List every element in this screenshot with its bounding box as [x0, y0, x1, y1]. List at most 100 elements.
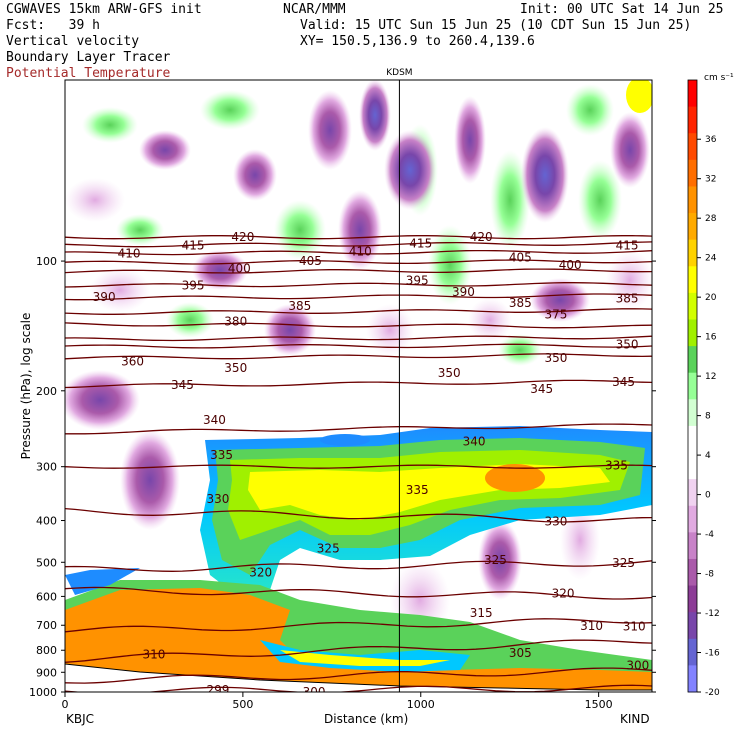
theta-contour-line — [65, 667, 652, 684]
theta-contour-line — [65, 507, 652, 523]
colorbar-label: 8 — [705, 412, 711, 422]
theta-contour-label: 400 — [228, 261, 251, 275]
colorbar-swatch — [688, 186, 697, 214]
y-tick-label: 800 — [36, 644, 57, 657]
wave-cell — [308, 90, 352, 170]
wave-cell — [200, 90, 260, 130]
x-tick-label: 1500 — [585, 698, 613, 711]
theta-contour-line — [65, 282, 652, 288]
theta-contour-line — [65, 684, 652, 692]
theta-contour-label: 385 — [616, 291, 639, 305]
colorbar-swatch — [688, 266, 697, 294]
theta-contour-line — [65, 308, 652, 315]
theta-contour-label: 385 — [288, 299, 311, 313]
colorbar-swatch — [688, 346, 697, 374]
theta-contour-label: 405 — [509, 250, 532, 264]
x-axis-label: Distance (km) — [324, 712, 409, 726]
theta-contour-label: 390 — [452, 285, 475, 299]
theta-contour-label: 315 — [470, 606, 493, 620]
colorbar-frame — [687, 79, 698, 693]
y-tick-label: 600 — [36, 590, 57, 603]
x-tick-label: 1000 — [407, 698, 435, 711]
colorbar-swatch — [688, 319, 697, 347]
bl-tracer-low-core — [65, 588, 652, 692]
wave-cell — [498, 334, 542, 366]
theta-contour-label: 335 — [605, 458, 628, 472]
theta-contour-label: 350 — [544, 351, 567, 365]
wave-cell — [560, 500, 600, 580]
wave-cell — [116, 214, 164, 246]
theta-contour-label: 325 — [484, 553, 507, 567]
colorbar: 36 32 28 24 20 16 12 8 4 0 -4 -8 -12 -16 -20 — [687, 79, 720, 698]
y-tick-label: 700 — [36, 619, 57, 632]
colorbar-swatch — [688, 292, 697, 320]
wave-cell — [366, 304, 414, 356]
y-tick-label: 300 — [36, 461, 57, 474]
theta-contour-line — [65, 353, 652, 360]
theta-contour-label: 415 — [409, 236, 432, 250]
wave-cell — [468, 298, 512, 342]
theta-contour-label: 345 — [612, 375, 635, 389]
wave-cell — [166, 302, 214, 338]
theta-contour-label: 330 — [544, 514, 567, 528]
colorbar-swatch — [688, 106, 697, 134]
theta-contour-label: 299 — [207, 683, 230, 697]
boundary-layer-tracer-low — [65, 568, 652, 692]
theta-contour-label: 420 — [470, 230, 493, 244]
colorbar-label: -16 — [705, 649, 720, 659]
theta-contour-label: 310 — [623, 619, 646, 633]
y-tick-label: 500 — [36, 556, 57, 569]
tracer-max-cell — [320, 434, 370, 446]
colorbar-swatch — [688, 532, 697, 560]
field-vertical-velocity: Vertical velocity — [6, 34, 140, 49]
theta-contour-label: 385 — [509, 296, 532, 310]
x-tick-label: 0 — [62, 698, 69, 711]
colorbar-swatch — [688, 452, 697, 480]
colorbar-swatch — [688, 159, 697, 187]
theta-contour-line — [65, 293, 652, 301]
colorbar-label: 24 — [705, 254, 717, 264]
forecast-hour: Fcst: 39 h — [6, 18, 100, 33]
wave-cell — [566, 84, 614, 136]
colorbar-swatch — [688, 558, 697, 587]
theta-contour-line — [65, 639, 652, 663]
theta-contour-label: 350 — [616, 337, 639, 351]
theta-contour-label: 415 — [616, 238, 639, 252]
theta-contour-line — [65, 379, 652, 389]
theta-contour-label: 345 — [171, 378, 194, 392]
wave-cell — [264, 304, 316, 356]
wave-cell — [65, 178, 125, 222]
colorbar-swatch — [688, 665, 697, 693]
theta-contour-label: 395 — [182, 279, 205, 293]
theta-contour-line — [65, 464, 652, 469]
wave-cell — [610, 112, 650, 188]
theta-contour-line — [65, 322, 652, 329]
theta-contour-line — [65, 241, 652, 248]
colorbar-swatch — [688, 372, 697, 400]
theta-contour-label: 335 — [406, 483, 429, 497]
bl-tracer-low-peak — [280, 650, 450, 666]
wave-cell — [139, 130, 191, 170]
theta-contour-line — [65, 423, 652, 435]
wave-cell — [626, 80, 652, 113]
colorbar-label: -12 — [705, 609, 720, 619]
left-endpoint-label: KBJC — [66, 712, 95, 726]
theta-contour-label: 305 — [509, 646, 532, 660]
y-tick-label: 1000 — [29, 686, 57, 699]
theta-contour-line — [65, 343, 652, 349]
theta-contour-label: 390 — [93, 290, 116, 304]
colorbar-unit: cm s⁻¹ — [704, 73, 734, 83]
theta-contour-label: 415 — [182, 238, 205, 252]
station-label: KDSM — [386, 68, 412, 78]
theta-contour-line — [65, 249, 652, 256]
theta-contour-line — [65, 560, 652, 572]
colorbar-swatch — [688, 479, 697, 507]
theta-contour-label: 350 — [224, 361, 247, 375]
x-tick-label: 500 — [232, 698, 253, 711]
theta-contour-label: 340 — [463, 434, 486, 448]
colorbar-label: 4 — [705, 451, 711, 461]
wave-cell — [90, 268, 150, 312]
wave-cell — [490, 150, 530, 250]
right-endpoint-label: KIND — [620, 712, 650, 726]
theta-contour-line — [65, 235, 652, 240]
